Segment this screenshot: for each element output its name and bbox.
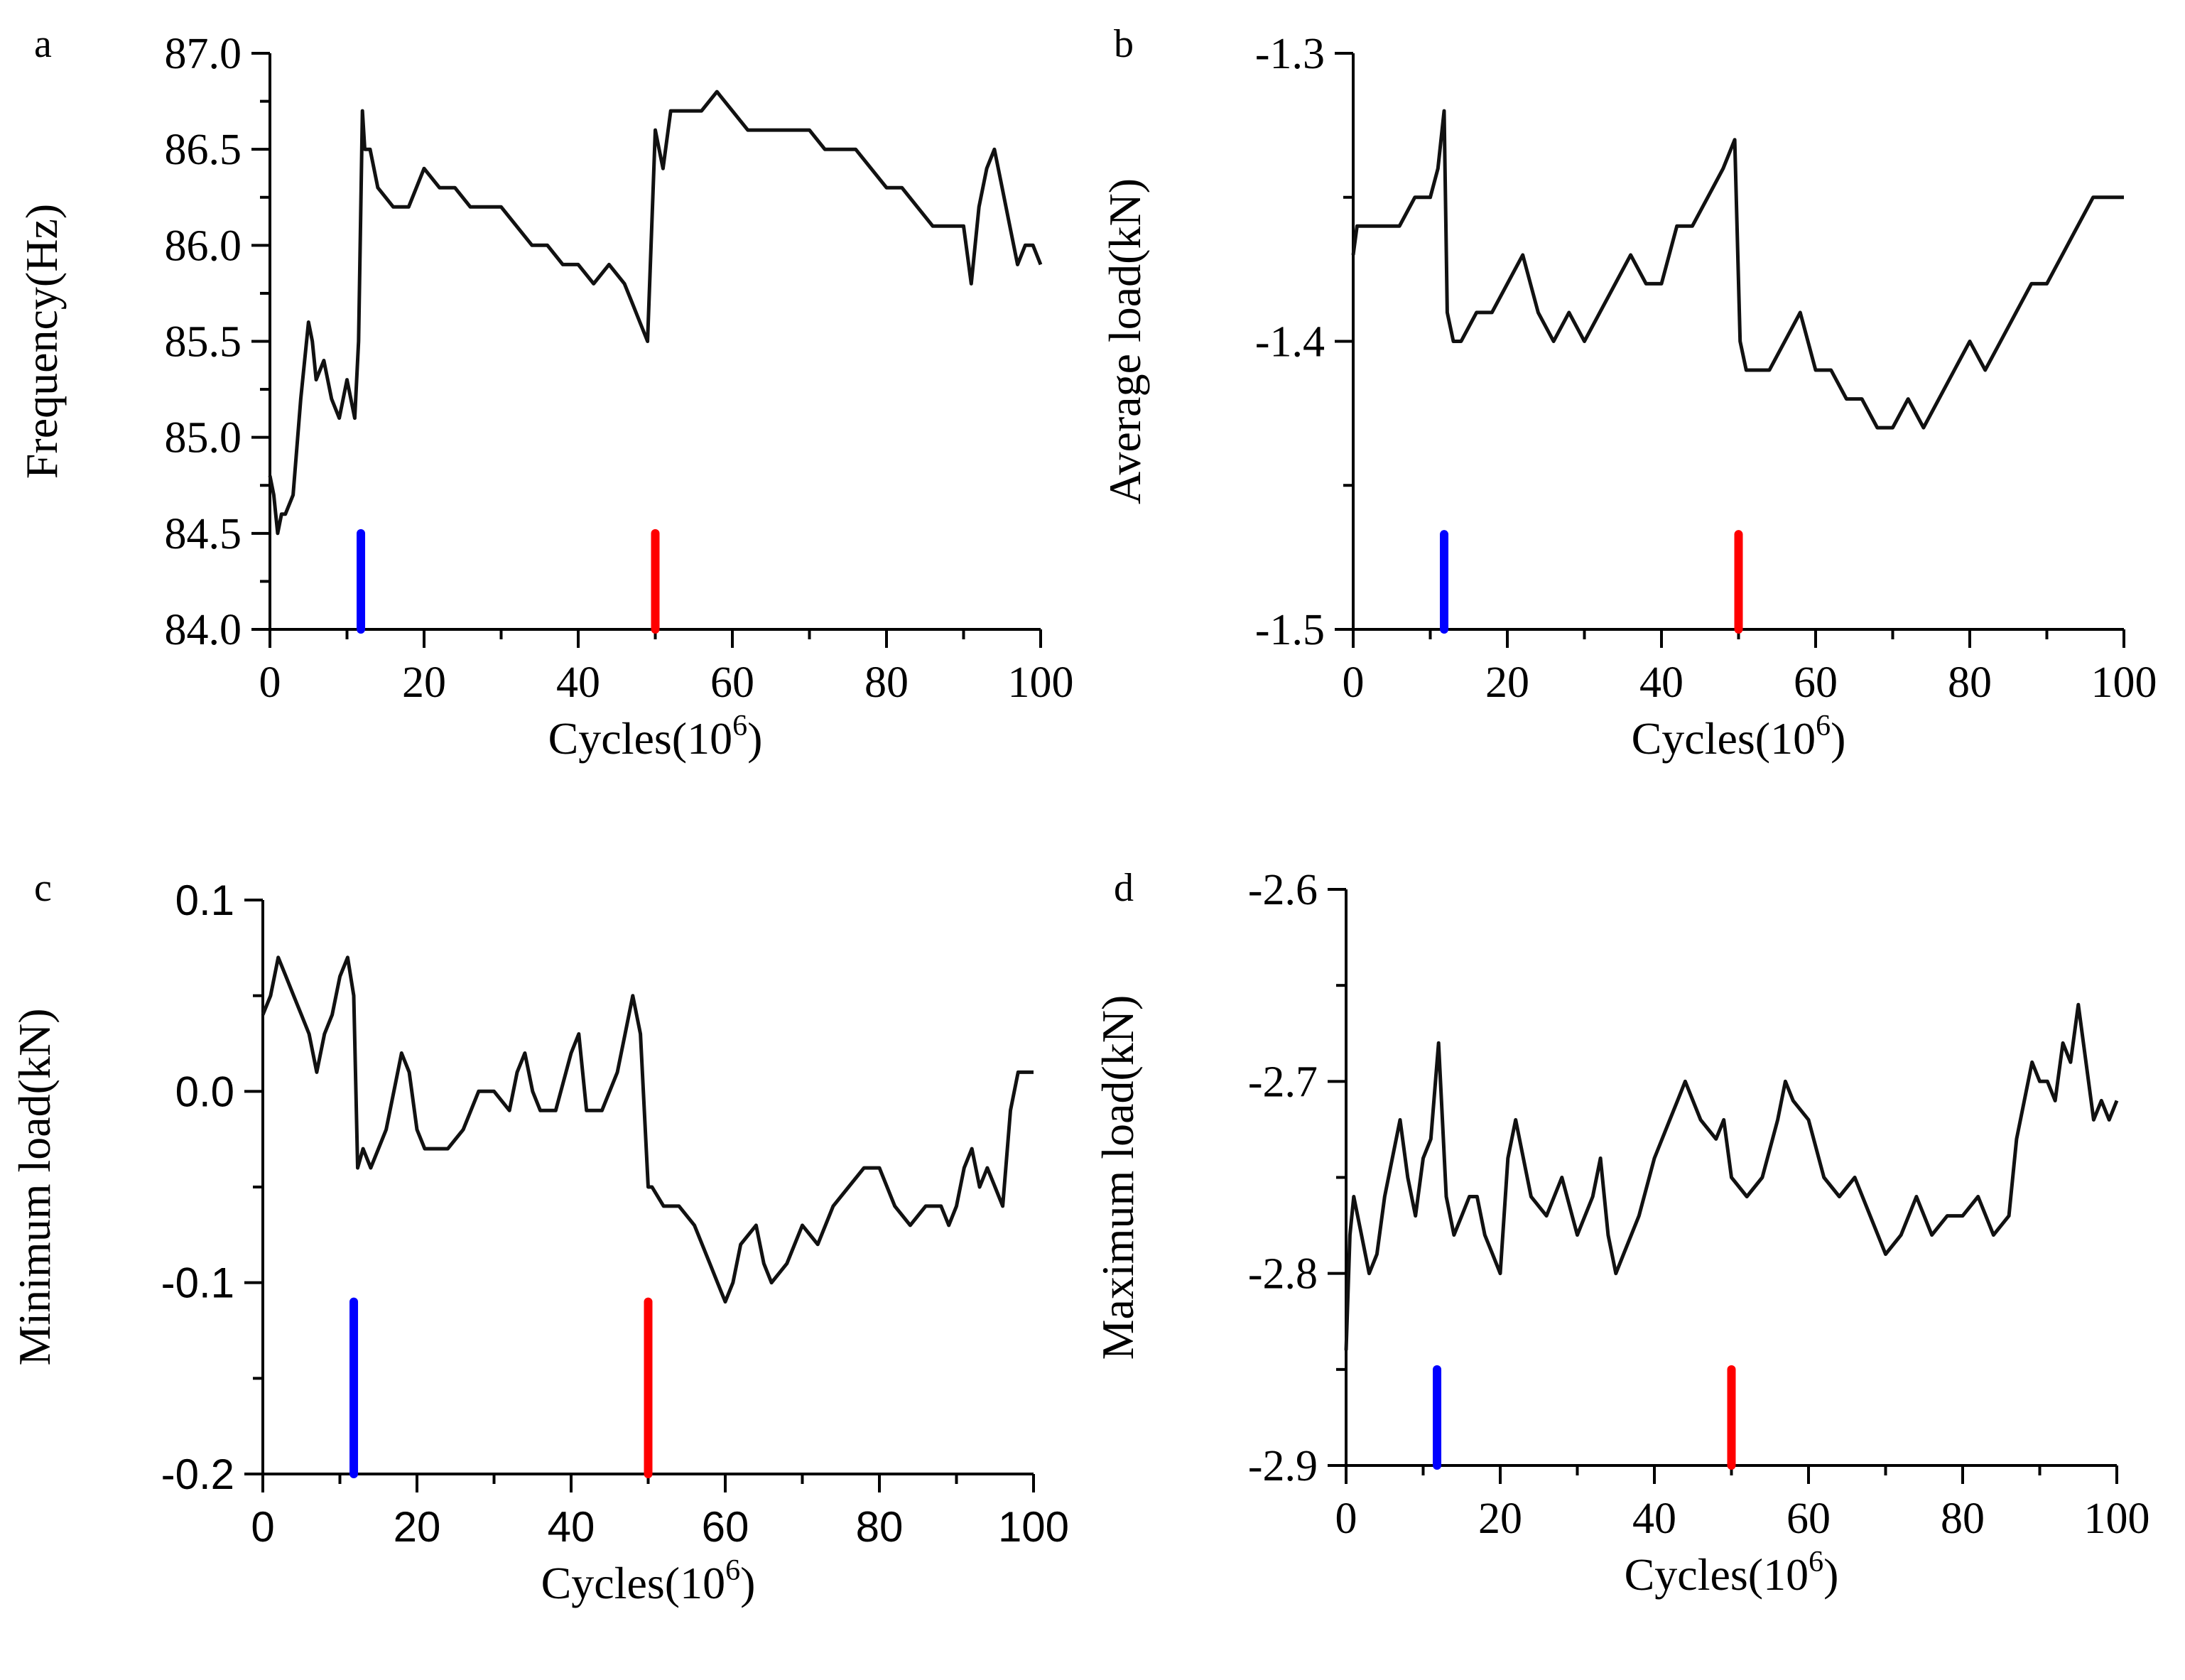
panel-letter: b — [1114, 22, 1134, 66]
y-tick-label: -0.1 — [161, 1259, 234, 1307]
x-axis-label-text: Cycles(10 — [548, 713, 733, 764]
x-tick-label: 60 — [702, 1503, 749, 1551]
y-tick-label: -1.5 — [1255, 606, 1325, 654]
x-tick-label: 20 — [402, 659, 446, 707]
x-axis-label: Cycles(106) — [1632, 710, 1846, 764]
y-tick-label: 87.0 — [165, 30, 242, 78]
x-tick-label: 60 — [1787, 1495, 1831, 1543]
x-tick-label: 100 — [1008, 659, 1074, 707]
y-tick-label: 84.0 — [165, 606, 242, 654]
y-tick-label: 86.5 — [165, 126, 242, 174]
y-tick-label: -2.6 — [1248, 866, 1318, 914]
x-tick-label: 100 — [998, 1503, 1069, 1551]
x-axis-label: Cycles(106) — [1625, 1546, 1839, 1600]
x-axis-label-exponent: 6 — [725, 1554, 740, 1587]
x-tick-label: 60 — [1794, 659, 1838, 707]
panel-letter: c — [34, 866, 52, 910]
y-tick-label: 0.0 — [175, 1068, 234, 1115]
panel-letter: d — [1114, 866, 1134, 910]
chart-panel-b: b 0 20 40 60 80 100 -1.5 -1.4 -1.3 Cycles(106) Aver… — [1100, 22, 2157, 764]
x-axis-label: Cycles(106) — [541, 1554, 756, 1608]
x-tick-label: 0 — [1343, 659, 1365, 707]
panel-letter: a — [34, 22, 52, 66]
x-axis-label-text: Cycles(10 — [541, 1558, 726, 1608]
x-tick-label: 80 — [856, 1503, 904, 1551]
series-line-c — [261, 955, 1034, 1304]
y-tick-label: 85.5 — [165, 318, 242, 367]
x-tick-label: 0 — [1335, 1495, 1357, 1543]
x-axis-label-text: Cycles(10 — [1625, 1549, 1809, 1600]
y-tick-label: 85.0 — [165, 414, 242, 462]
y-tick-label: 0.1 — [175, 877, 234, 924]
x-tick-label: 20 — [394, 1503, 441, 1551]
x-axis-label-exponent: 6 — [1809, 1546, 1823, 1578]
chart-panel-a: a 0 20 40 60 80 100 84.0 84.5 85.0 85.5 86.0 86.5 87.… — [16, 22, 1074, 764]
y-axis-label: Minimum load(kN) — [9, 1008, 60, 1365]
series-line-d — [1344, 1002, 2119, 1350]
x-tick-label: 80 — [864, 659, 909, 707]
chart-panel-c: c 0 20 40 60 80 100 -0.2 -0.1 0.0 0.1 Cycles(106) Mi… — [9, 866, 1069, 1608]
x-axis-label-exponent: 6 — [1816, 710, 1831, 742]
chart-panel-d: d 0 20 40 60 80 100 -2.9 -2.8 -2.7 -2.6 Cycles(106)… — [1092, 866, 2150, 1600]
x-tick-label: 80 — [1948, 659, 1992, 707]
x-tick-label: 40 — [1632, 1495, 1676, 1543]
y-tick-label: -1.3 — [1255, 30, 1325, 78]
x-axis-label-text: Cycles(10 — [1632, 713, 1816, 764]
y-axis-label: Average load(kN) — [1100, 178, 1150, 504]
y-tick-label: 84.5 — [165, 510, 242, 558]
x-tick-label: 100 — [2091, 659, 2157, 707]
x-axis-label-close: ) — [740, 1558, 755, 1608]
x-axis-label-exponent: 6 — [732, 710, 747, 742]
x-tick-label: 100 — [2084, 1495, 2150, 1543]
x-tick-label: 0 — [251, 1503, 274, 1551]
y-axis-label: Frequency(Hz) — [16, 204, 67, 479]
x-axis-label-close: ) — [747, 713, 762, 764]
x-tick-label: 0 — [259, 659, 281, 707]
y-tick-label: -1.4 — [1255, 318, 1325, 367]
x-tick-label: 40 — [1639, 659, 1684, 707]
x-axis-label-close: ) — [1823, 1549, 1838, 1600]
x-tick-label: 20 — [1478, 1495, 1522, 1543]
series-line-a — [268, 90, 1043, 536]
y-axis-label: Maximum load(kN) — [1092, 995, 1143, 1360]
y-tick-label: -0.2 — [161, 1451, 234, 1498]
x-tick-label: 40 — [548, 1503, 595, 1551]
x-tick-label: 40 — [556, 659, 600, 707]
x-tick-label: 80 — [1941, 1495, 1985, 1543]
y-tick-label: -2.7 — [1248, 1058, 1318, 1106]
y-tick-label: 86.0 — [165, 222, 242, 270]
x-tick-label: 60 — [710, 659, 754, 707]
x-axis-label-close: ) — [1831, 713, 1845, 764]
y-tick-label: -2.8 — [1248, 1250, 1318, 1299]
x-tick-label: 20 — [1485, 659, 1529, 707]
x-axis-label: Cycles(106) — [548, 710, 763, 764]
y-tick-label: -2.9 — [1248, 1442, 1318, 1490]
series-line-b — [1351, 109, 2124, 430]
